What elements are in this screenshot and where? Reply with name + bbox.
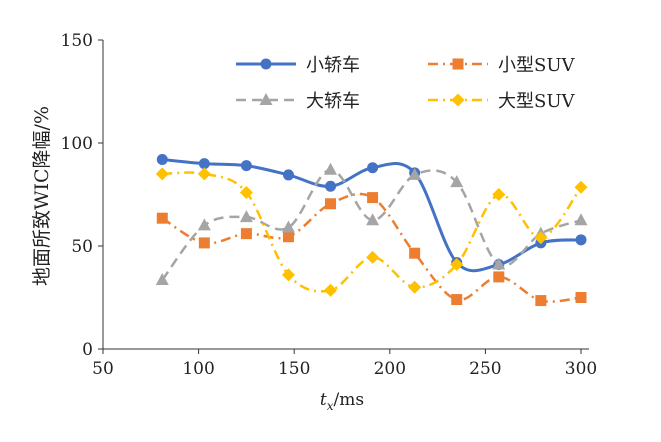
x-axis-label: tx/ms	[320, 390, 364, 413]
series-line	[162, 171, 583, 293]
data-point	[366, 250, 380, 264]
y-tick-label: 50	[71, 237, 93, 257]
data-point	[451, 294, 463, 306]
data-point	[366, 213, 380, 226]
data-point	[325, 180, 337, 192]
data-point	[239, 185, 253, 199]
y-tick-label: 100	[61, 134, 93, 154]
legend-label: 小型SUV	[498, 55, 576, 76]
data-point	[240, 228, 252, 240]
data-point	[450, 175, 464, 188]
legend-marker	[451, 93, 465, 107]
data-point	[450, 258, 464, 272]
data-point	[574, 180, 588, 194]
series-4	[155, 167, 588, 297]
x-tick-label: 300	[565, 359, 597, 379]
data-point	[324, 283, 338, 297]
data-point	[198, 237, 210, 249]
data-point	[535, 295, 547, 307]
x-tick-label: 150	[278, 359, 310, 379]
x-tick-label: 200	[374, 359, 406, 379]
x-axis-label-sub: x	[327, 399, 334, 413]
x-tick-label: 250	[469, 359, 501, 379]
data-point	[240, 160, 252, 172]
series-line	[161, 192, 582, 303]
data-point	[367, 192, 379, 204]
legend-label: 大轿车	[306, 91, 360, 112]
data-point	[325, 198, 337, 210]
legend-marker	[260, 58, 272, 70]
legend-label: 小轿车	[306, 55, 360, 76]
data-point	[574, 213, 588, 226]
data-point	[408, 280, 422, 294]
data-point	[198, 158, 210, 170]
legend-item: 小型SUV	[428, 55, 576, 76]
data-point	[493, 271, 505, 283]
data-point	[197, 167, 211, 181]
legend-item: 小轿车	[236, 55, 360, 76]
data-point	[239, 210, 253, 223]
y-tick-label: 150	[61, 31, 93, 51]
legend-item: 大型SUV	[428, 91, 576, 112]
x-axis-label-unit: /ms	[334, 390, 365, 410]
y-tick-label: 0	[82, 340, 93, 360]
data-point	[281, 220, 295, 233]
data-point	[534, 231, 548, 245]
series-3	[155, 162, 588, 285]
series-1	[156, 153, 587, 273]
data-point	[197, 218, 211, 231]
x-tick-label: 100	[182, 359, 214, 379]
series-line	[161, 168, 582, 281]
data-point	[492, 188, 506, 201]
data-point	[281, 268, 295, 282]
data-point	[282, 231, 294, 243]
data-point	[156, 212, 168, 224]
x-tick-label: 50	[92, 359, 114, 379]
series-2	[156, 192, 587, 307]
legend-marker	[259, 93, 273, 105]
legend-item: 大轿车	[236, 91, 360, 112]
legend-label: 大型SUV	[498, 91, 576, 112]
data-point	[367, 162, 379, 174]
data-point	[282, 169, 294, 181]
data-point	[575, 292, 587, 303]
legend-marker	[452, 58, 464, 70]
data-point	[155, 167, 169, 181]
data-point	[408, 167, 422, 180]
x-axis-label-var: t	[320, 390, 327, 410]
y-axis-label: 地面所致WIC降幅/%	[31, 106, 53, 286]
data-point	[409, 247, 421, 259]
data-point	[575, 234, 587, 246]
legend: 小轿车 小型SUV 大轿车 大型SUV	[236, 55, 576, 112]
data-point	[155, 272, 169, 285]
series-group	[155, 153, 588, 307]
data-point	[156, 153, 168, 165]
data-point	[324, 162, 338, 175]
data-point	[492, 257, 506, 270]
